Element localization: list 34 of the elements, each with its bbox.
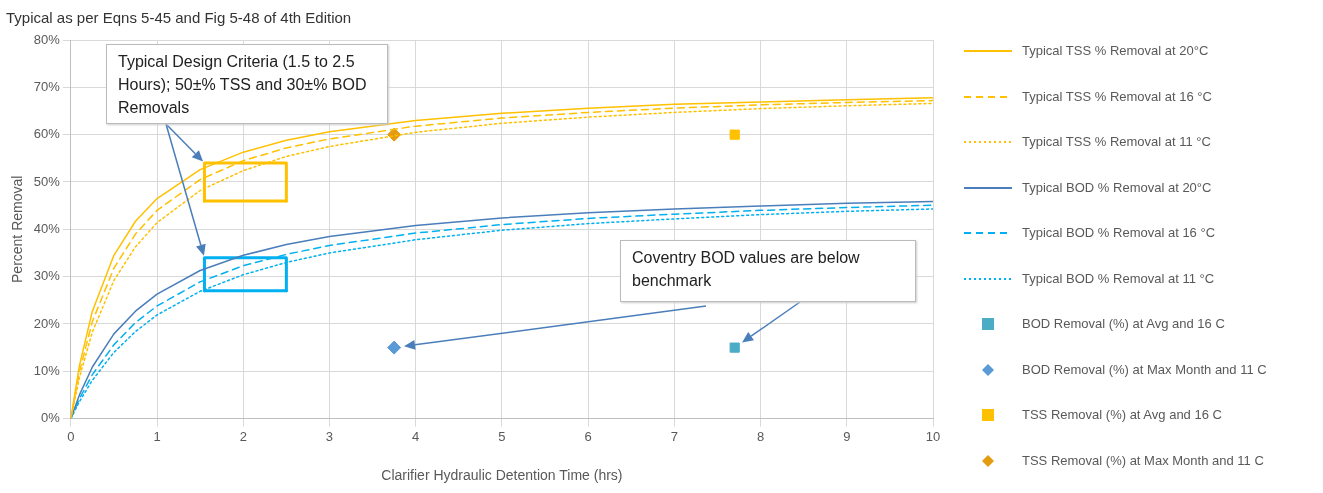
legend-label: Typical TSS % Removal at 20°C: [1022, 42, 1210, 59]
x-tick-label: 0: [67, 428, 75, 444]
legend-label: Typical BOD % Removal at 20°C: [1022, 178, 1213, 196]
x-tick-label: 9: [843, 428, 851, 444]
x-tick-label: 1: [153, 428, 161, 444]
x-axis-title: Clarifier Hydraulic Detention Time (hrs): [381, 467, 623, 484]
legend-label: TSS Removal (%) at Avg and 16 C: [1022, 406, 1223, 423]
x-tick-label: 7: [670, 428, 678, 444]
y-tick-label: 80%: [33, 31, 61, 47]
x-tick-label: 2: [239, 428, 247, 444]
legend-label: Typical BOD % Removal at 16 °C: [1022, 224, 1217, 241]
y-tick-label: 10%: [33, 362, 61, 378]
x-tick-label: 10: [925, 428, 941, 444]
y-tick-label: 60%: [33, 126, 61, 142]
y-tick-label: 40%: [33, 220, 61, 236]
legend-label: Typical TSS % Removal at 16 °C: [1022, 87, 1213, 105]
y-tick-label: 70%: [33, 78, 61, 94]
legend-label: Typical TSS % Removal at 11 °C: [1022, 133, 1212, 150]
x-tick-label: 5: [498, 428, 506, 444]
x-tick-label: 6: [584, 428, 592, 444]
legend-label: TSS Removal (%) at Max Month and 11 C: [1022, 451, 1265, 469]
y-tick-label: 30%: [33, 268, 61, 284]
legend-label: Typical BOD % Removal at 11 °C: [1022, 269, 1216, 287]
y-tick-label: 20%: [33, 315, 61, 331]
annotation: Coventry BOD values are below benchmark: [631, 248, 861, 291]
x-tick-label: 8: [756, 428, 765, 444]
x-tick-label: 3: [325, 428, 334, 444]
chart-title: Typical as per Eqns 5-45 and Fig 5-48 of 4th Edition: [6, 9, 352, 27]
x-tick-label: 4: [412, 428, 420, 444]
legend-label: BOD Removal (%) at Avg and 16 C: [1022, 315, 1226, 332]
legend-label: BOD Removal (%) at Max Month and 11 C: [1022, 360, 1268, 378]
y-tick-label: 50%: [33, 173, 61, 189]
y-tick-label: 0%: [41, 410, 61, 426]
y-axis-title: Percent Removal: [9, 175, 26, 283]
